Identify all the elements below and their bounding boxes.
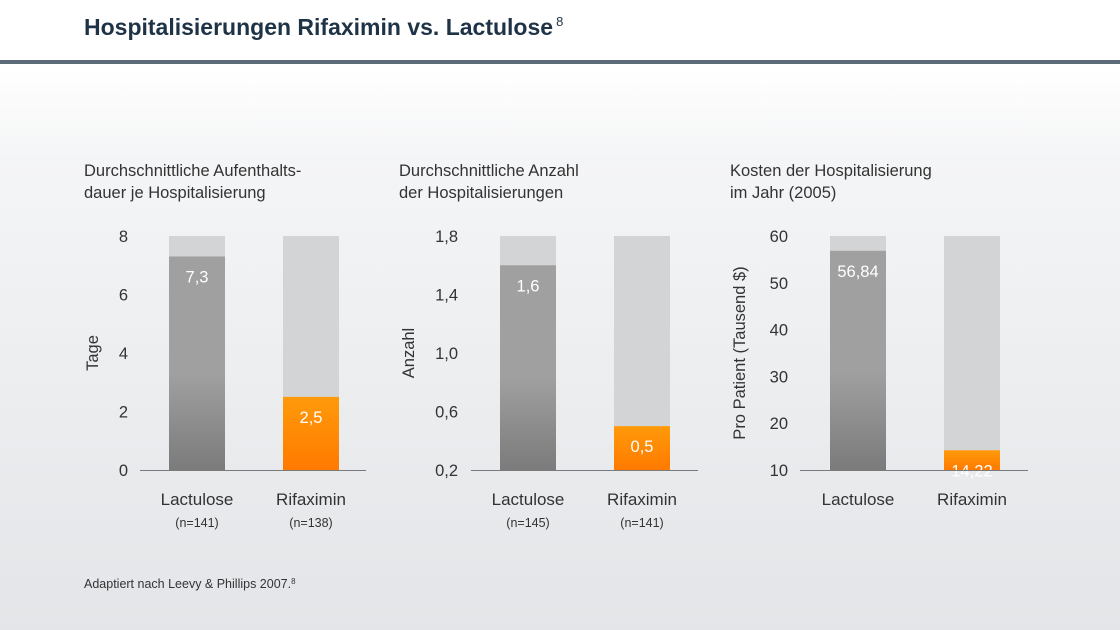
y-tick-label: 4 [119,345,128,363]
bar-lactulose [830,250,886,470]
y-tick-label: 6 [119,287,128,305]
page-title: Hospitalisierungen Rifaximin vs. Lactulo… [84,14,563,41]
chart-title-line: im Jahr (2005) [730,184,836,202]
y-tick-label: 50 [770,275,788,293]
sample-size-label: (n=141) [175,516,218,530]
bar-rifaximin [283,396,339,470]
y-tick-label: 10 [770,462,788,480]
y-tick-label: 1,4 [435,287,458,305]
sample-size-label: (n=138) [289,516,332,530]
y-tick-label: 1,8 [435,228,458,246]
y-tick-label: 8 [119,228,128,246]
y-tick-label: 0,6 [435,404,458,422]
category-label: Lactulose [822,490,895,509]
y-tick-label: 40 [770,322,788,340]
bar-value-label: 0,5 [631,438,654,456]
bar-lactulose [169,256,225,470]
chart-title-line: dauer je Hospitalisierung [84,184,266,202]
category-label: Lactulose [492,490,565,509]
y-tick-label: 60 [770,228,788,246]
bar-track [944,236,1000,470]
sample-size-label: (n=145) [506,516,549,530]
bar-value-label: 1,6 [517,277,540,295]
y-tick-label: 2 [119,404,128,422]
y-tick-label: 0,2 [435,462,458,480]
bar-value-label: 14,22 [951,462,992,480]
bar-rifaximin [614,426,670,470]
y-axis-label: Tage [84,335,102,371]
y-tick-label: 1,0 [435,345,458,363]
chart-title-line: Kosten der Hospitalisierung [730,162,932,180]
y-axis-label: Anzahl [400,328,418,378]
chart-3: Kosten der Hospitalisierung im Jahr (2005… [730,162,1028,509]
y-tick-label: 20 [770,415,788,433]
category-label: Rifaximin [607,490,677,509]
bar-rifaximin [944,450,1000,470]
chart-title-line: Durchschnittliche Anzahl [399,162,579,180]
category-label: Rifaximin [276,490,346,509]
title-reference: 8 [556,14,564,29]
sample-size-label: (n=141) [620,516,663,530]
bar-lactulose [500,265,556,470]
category-label: Rifaximin [937,490,1007,509]
footnote-reference: 8 [291,577,296,586]
bar-value-label: 7,3 [186,268,209,286]
chart-2: Durchschnittliche Anzahl der Hospitalisie… [399,162,698,530]
chart-title-line: der Hospitalisierungen [399,184,563,202]
footnote: Adaptiert nach Leevy & Phillips 2007.8 [84,577,296,591]
header-rule [0,60,1120,64]
category-label: Lactulose [161,490,234,509]
footnote-text: Adaptiert nach Leevy & Phillips 2007. [84,577,292,591]
bar-value-label: 56,84 [837,263,878,281]
chart-1: Durchschnittliche Aufenthalts-dauer je H… [84,162,366,530]
page-title-text: Hospitalisierungen Rifaximin vs. Lactulo… [84,14,554,40]
y-axis-label: Pro Patient (Tausend $) [731,266,749,439]
y-tick-label: 0 [119,462,128,480]
header: Hospitalisierungen Rifaximin vs. Lactulo… [0,0,1120,64]
bar-value-label: 2,5 [300,409,323,427]
y-tick-label: 30 [770,368,788,386]
chart-title-line: Durchschnittliche Aufenthalts- [84,162,301,180]
